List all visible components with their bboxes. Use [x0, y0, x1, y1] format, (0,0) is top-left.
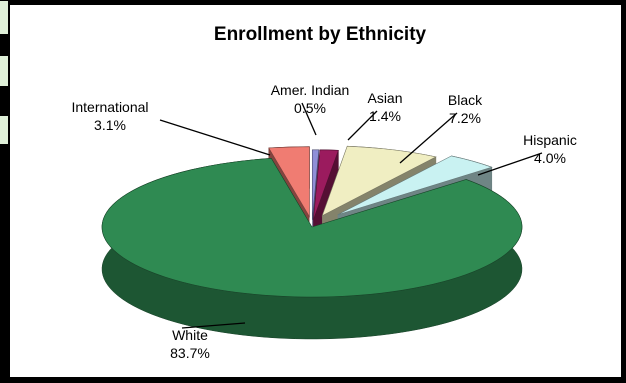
slice-black — [321, 145, 437, 217]
leader-line-international — [159, 119, 271, 156]
label-black-value: 7.2% — [449, 110, 481, 126]
label-asian-value: 1.4% — [369, 108, 401, 124]
label-asian-name: Asian — [367, 90, 402, 106]
label-amer-indian-value: 0.5% — [294, 100, 326, 116]
pie-chart: Enrollment by Ethnicity Amer. Indian 0.5%… — [71, 24, 576, 361]
label-white-value: 83.7% — [170, 345, 210, 361]
spreadsheet-cell[interactable] — [0, 55, 8, 86]
chart-title: Enrollment by Ethnicity — [214, 24, 427, 45]
leader-line-black — [399, 112, 458, 164]
label-international-value: 3.1% — [94, 117, 126, 133]
pie-slices — [101, 145, 523, 340]
slice-international — [268, 146, 310, 218]
label-hispanic-value: 4.0% — [534, 150, 566, 166]
label-white-name: White — [172, 327, 208, 343]
slice-white — [101, 158, 523, 298]
slice-hispanic — [337, 155, 493, 216]
label-hispanic-name: Hispanic — [523, 132, 577, 148]
slice-amer-indian — [311, 149, 320, 220]
leader-line-white — [181, 322, 246, 329]
label-international-name: International — [71, 99, 148, 115]
leader-line-amer-indian — [301, 102, 317, 136]
spreadsheet-cell[interactable] — [0, 115, 8, 144]
chart-area[interactable]: Enrollment by Ethnicity Amer. Indian 0.5%… — [10, 5, 621, 377]
label-amer-indian-name: Amer. Indian — [271, 82, 350, 98]
leader-line-hispanic — [477, 152, 543, 176]
pie-labels: Amer. Indian 0.5% Asian 1.4% Black 7.2% Hispan… — [71, 82, 576, 361]
label-black-name: Black — [448, 92, 483, 108]
slice-asian — [313, 149, 339, 220]
leader-line-asian — [347, 110, 378, 141]
spreadsheet-cell[interactable] — [0, 0, 8, 34]
